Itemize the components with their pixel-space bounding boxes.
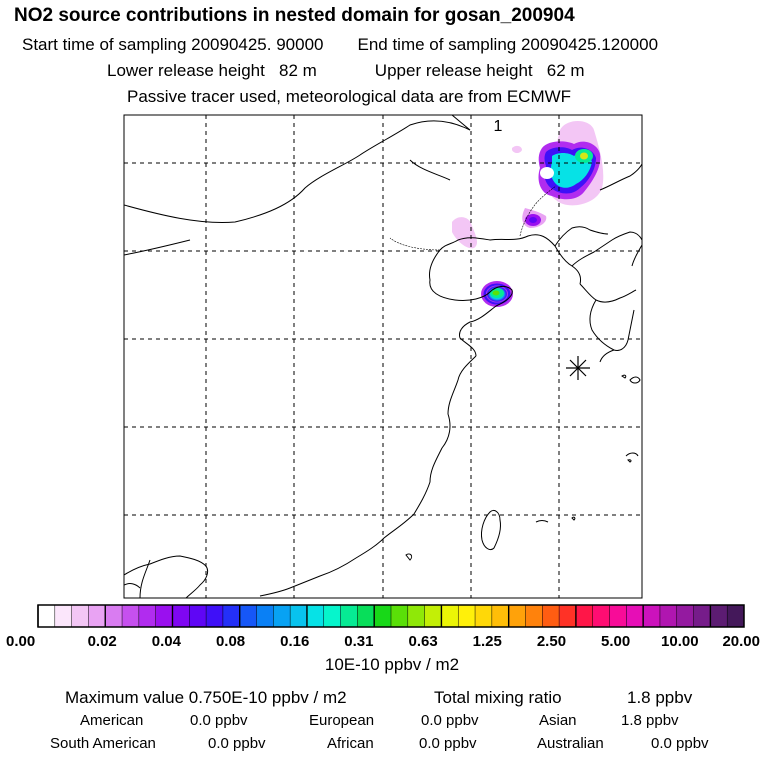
colorbar-cell xyxy=(357,605,375,627)
colorbar-cell xyxy=(138,605,156,627)
colorbar-tick-label: 0.63 xyxy=(408,633,437,650)
colorbar-tick-label: 0.04 xyxy=(152,633,182,650)
coastlines xyxy=(124,115,642,598)
map-title: NO2 source contributions in nested domai… xyxy=(14,5,575,26)
lower-release-label: Lower release height 82 m xyxy=(107,61,317,80)
colorbar-cell xyxy=(592,605,610,627)
colorbar-cell xyxy=(38,605,56,627)
start-time-label: Start time of sampling 20090425. 90000 xyxy=(22,35,324,54)
region-value: 0.0 ppbv xyxy=(421,712,479,729)
colorbar-cell xyxy=(155,605,173,627)
colorbar-cell xyxy=(475,605,493,627)
map-content xyxy=(124,115,642,598)
colorbar-cell xyxy=(609,605,627,627)
colorbar-ticks: 0.00 0.02 0.04 0.08 0.16 0.31 0.63 1.25 2.50 5.00… xyxy=(6,605,760,650)
colorbar-cell xyxy=(323,605,341,627)
colorbar-cell xyxy=(239,605,257,627)
region-name: African xyxy=(327,735,374,752)
panel-number: 1 xyxy=(494,118,503,135)
region-value: 1.8 ppbv xyxy=(621,712,679,729)
colorbar-cell xyxy=(659,605,678,627)
colorbar-cell xyxy=(189,605,207,627)
colorbar-tick-label: 0.16 xyxy=(280,633,309,650)
region-value: 0.0 ppbv xyxy=(419,735,477,752)
borders xyxy=(389,185,557,251)
colorbar-tick-label: 10.00 xyxy=(661,633,699,650)
colorbar-cell xyxy=(525,605,543,627)
region-name: South American xyxy=(50,735,156,752)
colorbar-cell xyxy=(626,605,644,627)
colorbar-cell xyxy=(122,605,140,627)
colorbar-cell xyxy=(256,605,274,627)
tracer-note: Passive tracer used, meteorological data… xyxy=(127,87,572,106)
region-name: Asian xyxy=(539,712,577,729)
colorbar-cell xyxy=(71,605,89,627)
summary-block: Maximum value 0.750E-10 ppbv / m2 Total … xyxy=(50,688,709,752)
plume-northeast xyxy=(525,141,601,226)
colorbar-cell xyxy=(727,605,745,627)
colorbar-cells xyxy=(38,605,745,627)
colorbar-tick-label: 0.00 xyxy=(6,633,35,650)
colorbar-cell xyxy=(407,605,425,627)
grid-lines xyxy=(124,115,642,598)
colorbar-cell xyxy=(424,605,442,627)
region-value: 0.0 ppbv xyxy=(208,735,266,752)
colorbar-tick-label: 0.31 xyxy=(344,633,373,650)
sampling-times: Start time of sampling 20090425. 90000 En… xyxy=(22,36,658,53)
region-name: American xyxy=(80,712,143,729)
colorbar-cell xyxy=(458,605,476,627)
colorbar-cell xyxy=(441,605,459,627)
colorbar-cell xyxy=(54,605,72,627)
region-value: 0.0 ppbv xyxy=(190,712,248,729)
colorbar-cell xyxy=(206,605,224,627)
colorbar-cell xyxy=(710,605,728,627)
colorbar-tick-label: 2.50 xyxy=(537,633,566,650)
colorbar-cell xyxy=(391,605,409,627)
colorbar-cell xyxy=(273,605,291,627)
colorbar-cell xyxy=(559,605,577,627)
colorbar-cell xyxy=(105,605,123,627)
total-mixing-label: Total mixing ratio xyxy=(434,688,562,707)
region-value: 0.0 ppbv xyxy=(651,735,709,752)
colorbar-cell xyxy=(575,605,594,627)
colorbar-cell xyxy=(172,605,190,627)
colorbar-cell xyxy=(340,605,358,627)
colorbar-cell xyxy=(374,605,392,627)
colorbar-cell xyxy=(222,605,241,627)
colorbar-cell xyxy=(88,605,106,627)
region-name: European xyxy=(309,712,374,729)
release-heights: Lower release height 82 m Upper release h… xyxy=(107,62,585,79)
colorbar-tick-label: 0.02 xyxy=(88,633,117,650)
colorbar-tick-label: 20.00 xyxy=(722,633,760,650)
colorbar-unit-label: 10E-10 ppbv / m2 xyxy=(325,655,459,674)
colorbar-cell xyxy=(306,605,325,627)
colorbar-tick-label: 5.00 xyxy=(601,633,630,650)
colorbar-tick-label: 0.08 xyxy=(216,633,245,650)
end-time-label: End time of sampling 20090425.120000 xyxy=(357,35,659,54)
colorbar-cell xyxy=(508,605,526,627)
colorbar-cell xyxy=(693,605,711,627)
plume-bohai xyxy=(481,281,513,307)
colorbar-cell xyxy=(676,605,694,627)
maximum-value-label: Maximum value 0.750E-10 ppbv / m2 xyxy=(65,688,347,707)
colorbar-cell xyxy=(643,605,661,627)
colorbar-tick-label: 1.25 xyxy=(473,633,502,650)
region-name: Australian xyxy=(537,735,604,752)
upper-release-label: Upper release height 62 m xyxy=(374,61,585,80)
map-frame xyxy=(123,114,643,599)
release-site-marker xyxy=(566,356,590,380)
colorbar-cell xyxy=(542,605,560,627)
colorbar-cell xyxy=(491,605,509,627)
total-mixing-value: 1.8 ppbv xyxy=(627,688,693,707)
colorbar-cell xyxy=(290,605,308,627)
